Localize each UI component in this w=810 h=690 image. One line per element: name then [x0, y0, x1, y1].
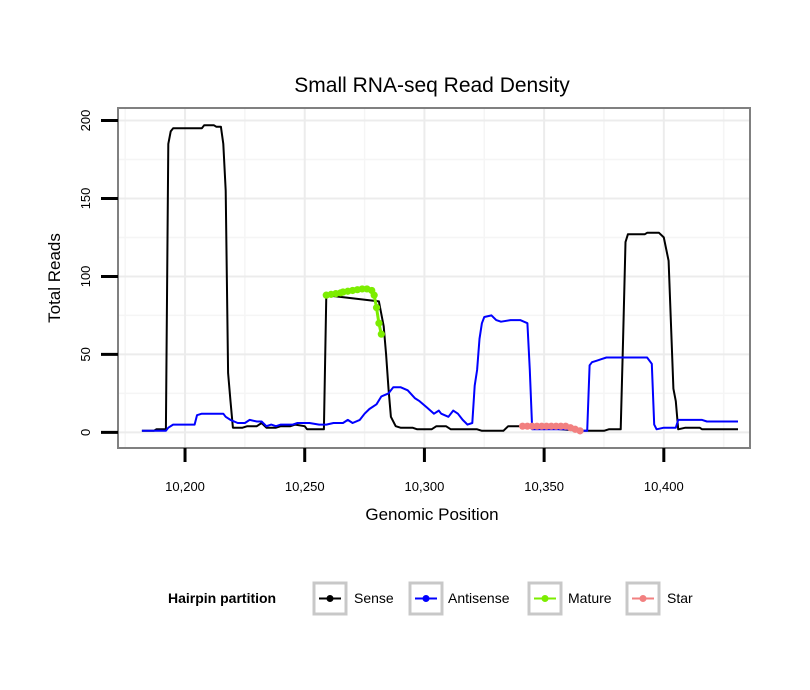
x-tick-label: 10,250: [285, 479, 325, 494]
data-point-star: [576, 427, 584, 435]
series-line-sense: [141, 124, 738, 432]
legend-key-dot: [422, 595, 430, 602]
x-tick-label: 10,200: [165, 479, 205, 494]
legend-label-sense: Sense: [354, 590, 394, 606]
x-axis-title: Genomic Position: [365, 505, 498, 524]
legend-label-antisense: Antisense: [448, 590, 510, 606]
legend-key-dot: [541, 595, 549, 602]
y-axis-title: Total Reads: [45, 233, 64, 323]
legend-key-dot: [326, 595, 334, 602]
data-point-mature: [377, 330, 385, 338]
y-tick-label: 150: [78, 188, 93, 210]
x-tick-label: 10,400: [644, 479, 684, 494]
y-tick-label: 50: [78, 347, 93, 361]
axes: 10,200 10,250 10,300 10,350 10,400 0 50 100 150 2…: [78, 110, 684, 494]
x-tick-label: 10,300: [405, 479, 445, 494]
data-point-mature: [375, 319, 383, 327]
data-point-mature: [372, 304, 381, 312]
legend-title: Hairpin partition: [168, 590, 276, 606]
series-layer: [141, 124, 738, 435]
y-tick-label: 100: [78, 266, 93, 288]
y-tick-label: 200: [78, 110, 93, 132]
grid-lines: [118, 108, 750, 448]
series-line-antisense: [141, 314, 738, 432]
y-tick-label: 0: [78, 429, 93, 436]
legend-key-dot: [639, 595, 647, 602]
legend-label-star: Star: [667, 590, 693, 606]
chart-title: Small RNA-seq Read Density: [294, 74, 570, 97]
data-point-mature: [370, 291, 378, 299]
x-tick-label: 10,350: [524, 479, 564, 494]
legend: Hairpin partition Sense Antisense Mature St…: [168, 581, 693, 616]
legend-label-mature: Mature: [568, 590, 612, 606]
plot-border: [117, 107, 751, 449]
